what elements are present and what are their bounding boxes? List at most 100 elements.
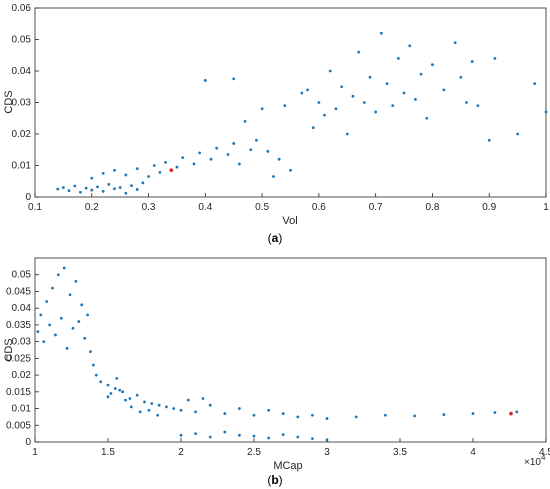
data-point-a-29 xyxy=(209,157,213,161)
data-point-a-73 xyxy=(544,110,548,114)
scatter-points-a xyxy=(56,31,548,195)
data-point-a-15 xyxy=(141,181,145,185)
data-point-b-57 xyxy=(281,433,285,437)
x-tick-label-a-5: 0.6 xyxy=(312,202,326,213)
data-point-a-64 xyxy=(453,41,457,45)
data-point-a-20 xyxy=(135,167,139,171)
panel-letter-a: a xyxy=(272,231,279,245)
data-point-b-21 xyxy=(99,380,103,384)
data-point-a-56 xyxy=(396,57,400,60)
data-point-b-60 xyxy=(325,438,329,442)
data-point-a-38 xyxy=(277,157,281,161)
data-point-b-55 xyxy=(252,434,256,438)
y-tick-label-b-7: 0.035 xyxy=(6,320,31,331)
data-point-a-5 xyxy=(84,186,88,190)
data-point-b-67 xyxy=(138,410,142,414)
x-multiplier-exp-b: 4 xyxy=(541,453,546,462)
y-tick-label-b-2: 0.01 xyxy=(12,404,32,415)
data-point-a-9 xyxy=(107,183,111,186)
y-tick-label-b-0: 0 xyxy=(25,437,31,448)
x-tick-label-b-7: 4.5 xyxy=(539,447,550,458)
data-point-a-79 xyxy=(300,91,304,95)
panel-label-a: (a) xyxy=(268,231,283,245)
data-point-a-6 xyxy=(90,188,94,192)
data-point-a-52 xyxy=(374,110,378,114)
data-point-b-12 xyxy=(71,326,75,330)
x-tick-label-a-2: 0.3 xyxy=(142,202,156,213)
data-point-b-24 xyxy=(121,390,124,394)
x-axis-label-b: MCap xyxy=(273,460,302,472)
data-point-b-52 xyxy=(208,435,212,439)
x-tick-label-a-9: 1 xyxy=(543,202,549,213)
data-point-a-75 xyxy=(232,77,236,81)
data-point-b-50 xyxy=(179,433,183,437)
data-point-b-32 xyxy=(179,408,183,412)
data-point-a-50 xyxy=(362,101,366,104)
data-point-a-46 xyxy=(340,85,343,89)
data-point-b-38 xyxy=(267,408,270,412)
data-point-a-24 xyxy=(164,160,167,164)
data-point-b-69 xyxy=(156,413,160,417)
data-point-b-44 xyxy=(384,413,387,417)
data-point-a-27 xyxy=(192,162,196,166)
data-point-a-78 xyxy=(283,104,287,108)
data-point-a-4 xyxy=(79,190,82,194)
data-point-b-36 xyxy=(238,407,241,410)
data-point-a-49 xyxy=(357,50,361,54)
data-point-a-32 xyxy=(232,142,236,145)
y-axis-label-a: CDS xyxy=(3,90,15,113)
data-point-a-76 xyxy=(243,120,247,123)
x-tick-label-a-7: 0.8 xyxy=(425,202,439,213)
x-tick-label-a-3: 0.4 xyxy=(198,202,212,213)
data-point-a-28 xyxy=(198,151,202,155)
data-point-b-35 xyxy=(223,412,227,415)
x-tick-label-b-4: 3 xyxy=(324,447,330,458)
data-point-b-28 xyxy=(150,402,154,405)
data-point-a-66 xyxy=(465,101,468,104)
data-point-b-34 xyxy=(208,403,212,407)
y-tick-label-a-6: 0.06 xyxy=(12,3,32,14)
highlight-point-a xyxy=(169,168,174,173)
data-point-b-25 xyxy=(128,397,132,400)
data-point-b-2 xyxy=(42,340,46,344)
data-point-a-55 xyxy=(391,104,395,108)
panel-a: 0.1 0.2 0.3 0.4 0.5 0.6 0.7 0.8 0.9 1 0 0.01 0.02 0.0… xyxy=(3,3,549,245)
data-point-b-39 xyxy=(281,412,285,415)
data-point-a-45 xyxy=(334,107,338,111)
axes-ticks-a: 0.1 0.2 0.3 0.4 0.5 0.6 0.7 0.8 0.9 1 0 0.01 0.02 0.0… xyxy=(12,3,550,213)
data-point-a-31 xyxy=(226,153,230,156)
data-point-b-68 xyxy=(147,408,151,412)
data-point-b-51 xyxy=(194,432,198,436)
y-tick-label-a-5: 0.05 xyxy=(12,35,32,46)
data-point-b-49 xyxy=(515,410,519,414)
x-tick-label-b-2: 2 xyxy=(178,447,184,458)
x-tick-label-b-5: 3.5 xyxy=(393,447,407,458)
data-point-b-10 xyxy=(65,346,69,350)
data-point-a-11 xyxy=(118,186,122,189)
data-point-b-13 xyxy=(74,280,78,283)
data-point-b-4 xyxy=(48,323,51,327)
data-point-a-23 xyxy=(158,171,162,174)
x-tick-label-b-0: 1 xyxy=(32,447,38,458)
y-tick-label-b-4: 0.02 xyxy=(12,370,32,381)
data-point-a-25 xyxy=(175,165,179,169)
data-point-a-33 xyxy=(238,162,241,166)
y-tick-label-b-8: 0.04 xyxy=(12,303,32,314)
y-tick-label-a-0: 0 xyxy=(25,192,31,203)
data-point-b-61 xyxy=(106,395,110,399)
data-point-a-44 xyxy=(328,69,332,73)
data-point-b-14 xyxy=(77,320,81,323)
data-point-b-47 xyxy=(471,412,475,415)
data-point-a-42 xyxy=(317,101,321,104)
data-point-a-70 xyxy=(493,57,497,60)
data-point-a-48 xyxy=(351,94,355,98)
data-point-a-8 xyxy=(101,189,105,193)
data-point-a-21 xyxy=(147,175,150,178)
x-tick-label-a-8: 0.9 xyxy=(482,202,496,213)
data-point-b-54 xyxy=(238,433,241,437)
data-point-a-61 xyxy=(425,116,429,120)
x-tick-label-b-6: 4 xyxy=(470,447,476,458)
y-tick-label-b-9: 0.045 xyxy=(6,286,31,297)
data-point-a-3 xyxy=(73,184,77,188)
data-point-a-68 xyxy=(476,104,480,108)
